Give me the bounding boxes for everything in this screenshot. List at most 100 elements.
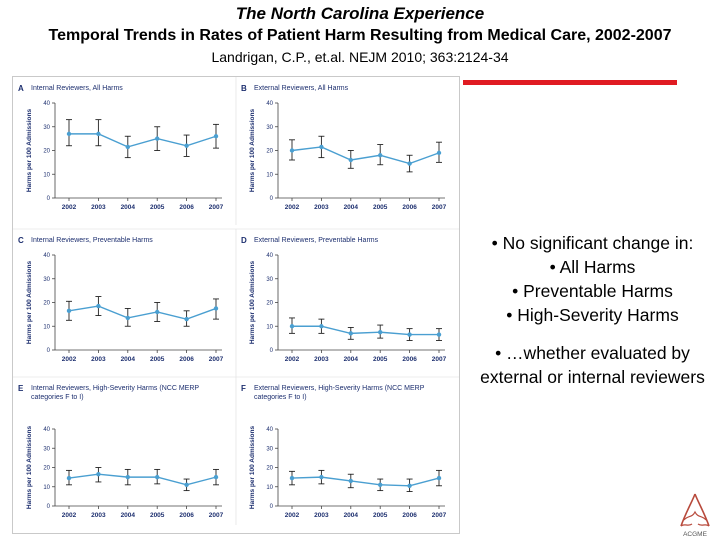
panel-f-ytick-label: 20: [266, 466, 273, 472]
panel-c-series-line: [68, 305, 217, 320]
panel-f-title-cont: categories F to I): [254, 394, 307, 401]
panel-c-xtick-label: 2005: [150, 356, 165, 363]
panel-f-data-point: [348, 478, 353, 484]
panel-b-xtick-label: 2005: [373, 204, 388, 211]
figure-svg: A Internal Reviewers, All Harms 0 10 20 30 40 2…: [13, 77, 459, 525]
panel-b-series-line: [291, 146, 440, 165]
panel-e-ytick-label: 0: [47, 504, 51, 510]
panel-d-xtick-label: 2006: [402, 356, 417, 363]
panel-e-xtick-label: 2002: [62, 512, 77, 519]
panel-d-data-point: [407, 332, 412, 337]
panel-f-ytick-label: 40: [266, 427, 273, 433]
panel-c-ytick-label: 0: [47, 348, 51, 354]
panel-c-xtick-label: 2003: [91, 356, 106, 363]
panel-d-xtick-label: 2002: [285, 356, 300, 363]
panel-e-data-point: [213, 474, 219, 480]
panel-e-data-point: [66, 475, 72, 481]
panel-f-ytick-label: 10: [266, 485, 273, 491]
acgme-logo-text: ACGME: [683, 531, 708, 538]
panel-a-ylabel: Harms per 100 Admissions: [26, 109, 33, 193]
panel-f-xtick-label: 2006: [402, 512, 417, 519]
panel-f-xtick-label: 2005: [373, 512, 388, 519]
panel-f-data-point: [319, 474, 324, 480]
panel-c-ytick-label: 40: [43, 253, 50, 259]
panel-a-letter: A: [18, 84, 24, 93]
panel-e-ytick-label: 10: [43, 485, 50, 491]
panel-f-ytick-label: 30: [266, 446, 273, 452]
panel-f-xtick-label: 2007: [432, 512, 447, 519]
panel-c-ylabel: Harms per 100 Admissions: [26, 261, 33, 345]
accent-bar: [463, 80, 677, 85]
bullet-reviewers: • …whether evaluated by external or inte…: [480, 343, 705, 387]
panel-f-ytick-label: 0: [270, 504, 274, 510]
panel-b-data-point: [348, 157, 353, 163]
acgme-logo-icon: ACGME: [672, 490, 718, 538]
panel-e-ytick-label: 20: [43, 466, 50, 472]
panel-a-xtick-label: 2002: [62, 204, 77, 211]
panel-c-ytick-label: 10: [43, 324, 50, 330]
panel-a-ytick-label: 10: [43, 172, 50, 178]
panel-e-title: Internal Reviewers, High-Severity Harms …: [31, 385, 199, 392]
panel-a-xtick-label: 2006: [179, 204, 194, 211]
panel-a-data-point: [96, 131, 101, 137]
panel-c-data-point: [66, 308, 72, 314]
panel-e-title-cont: categories F to I): [31, 394, 84, 401]
panel-e-xtick-label: 2005: [150, 512, 165, 519]
panel-d-data-point: [378, 329, 383, 335]
panel-e-xtick-label: 2007: [209, 512, 224, 519]
panel-a-data-point: [213, 134, 219, 139]
panel-a-data-point: [155, 136, 160, 141]
bullet-no-change: • No significant change in:: [491, 233, 694, 253]
panel-a-xtick-label: 2004: [121, 204, 136, 211]
panel-d-title: External Reviewers, Preventable Harms: [254, 237, 379, 244]
panel-a-data-point: [66, 131, 72, 137]
panel-f-data-point: [407, 483, 412, 488]
panel-f-xtick-label: 2004: [344, 512, 359, 519]
panel-b-ytick-label: 0: [270, 196, 274, 202]
panel-f-data-point: [378, 482, 383, 488]
panel-e-series-line: [68, 473, 217, 486]
panel-a-title: Internal Reviewers, All Harms: [31, 85, 123, 92]
panel-b-ytick-label: 10: [266, 172, 273, 178]
panel-a-ytick-label: 0: [47, 196, 51, 202]
panel-c-data-point: [125, 315, 130, 321]
panel-c-title: Internal Reviewers, Preventable Harms: [31, 237, 153, 244]
panel-d-ylabel: Harms per 100 Admissions: [249, 261, 256, 345]
panel-d-ytick-label: 10: [266, 324, 273, 330]
panel-c-data-point: [213, 306, 219, 311]
panel-d-data-point: [289, 324, 295, 329]
panel-f-xtick-label: 2002: [285, 512, 300, 519]
panel-c-ytick-label: 30: [43, 277, 50, 283]
panel-c-xtick-label: 2002: [62, 356, 77, 363]
panel-a-series-line: [69, 133, 217, 148]
panel-e-xtick-label: 2006: [179, 512, 194, 519]
panel-c-xtick-label: 2004: [121, 356, 136, 363]
title-line-2: Temporal Trends in Rates of Patient Harm…: [48, 27, 672, 44]
panel-b-ytick-label: 40: [266, 101, 273, 107]
panel-c-xtick-label: 2007: [209, 356, 224, 363]
panel-c-letter: C: [18, 236, 24, 245]
panel-c-ytick-label: 20: [43, 301, 50, 307]
figure-panel-grid: A Internal Reviewers, All Harms 0 10 20 30 40 2…: [12, 76, 460, 534]
panel-a-ytick-label: 30: [43, 125, 50, 131]
panel-e-ytick-label: 30: [43, 446, 50, 452]
panel-b-data-point: [289, 148, 295, 153]
panel-d-series-line: [292, 325, 439, 336]
panel-d-xtick-label: 2005: [373, 356, 388, 363]
panel-b-xtick-label: 2002: [285, 204, 300, 211]
acgme-logo-graphic: ACGME: [680, 493, 710, 538]
panel-f-series-line: [291, 476, 440, 487]
panel-d-data-point: [436, 332, 442, 337]
panel-d-ytick-label: 40: [266, 253, 273, 259]
panel-d-xtick-label: 2003: [314, 356, 329, 363]
panel-b-letter: B: [241, 84, 247, 93]
panel-b-data-point: [378, 153, 383, 158]
panel-e-data-point: [155, 474, 160, 480]
panel-a-ytick-label: 40: [43, 101, 50, 107]
panel-d-data-point: [348, 331, 353, 336]
panel-b-ytick-label: 30: [266, 125, 273, 131]
panel-c-data-point: [184, 316, 189, 322]
panel-d-letter: D: [241, 236, 247, 245]
panel-b-ylabel: Harms per 100 Admissions: [249, 109, 256, 193]
panel-b-xtick-label: 2006: [402, 204, 417, 211]
